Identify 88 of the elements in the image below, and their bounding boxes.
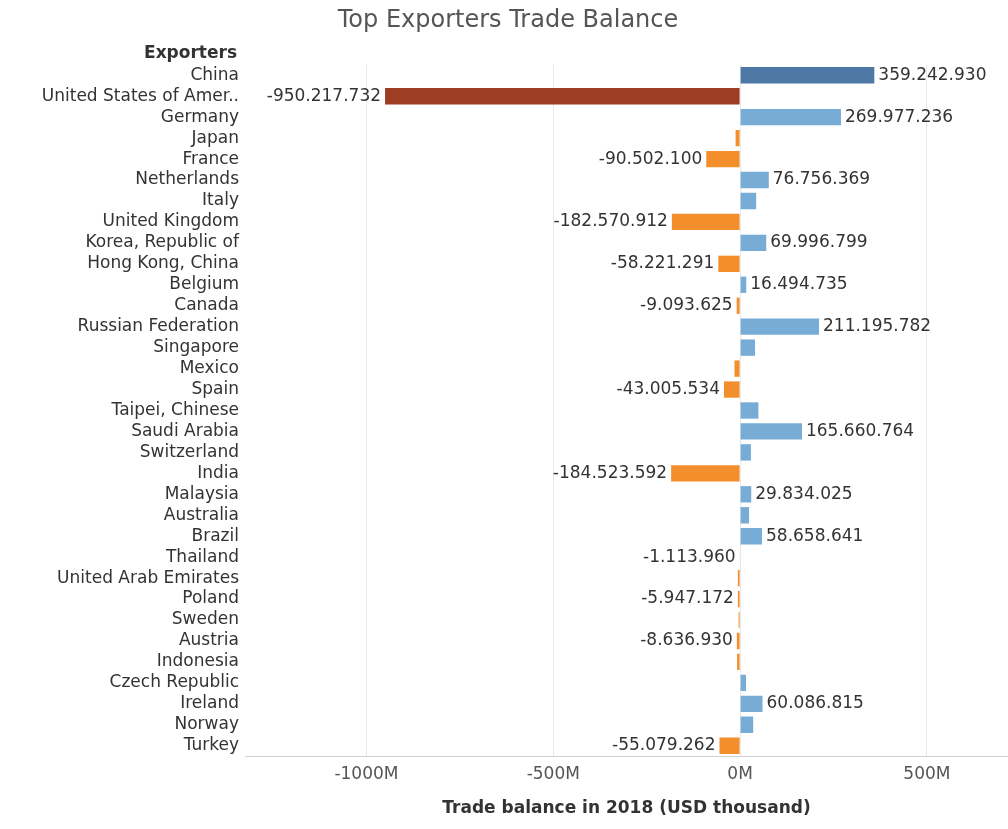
- bar: [735, 129, 740, 147]
- bar: [740, 109, 841, 126]
- y-tick-label: Brazil: [191, 524, 239, 545]
- y-tick-label: Japan: [190, 126, 239, 147]
- bar: [740, 507, 750, 524]
- data-label: -182.570.912: [553, 210, 668, 231]
- y-tick-label: Czech Republic: [109, 671, 239, 692]
- data-label: 165.660.764: [805, 419, 915, 440]
- y-tick-label: Hong Kong, China: [87, 252, 239, 273]
- y-tick-label: United Kingdom: [102, 210, 239, 231]
- data-label: -184.523.592: [552, 461, 668, 482]
- y-tick-label: Canada: [174, 294, 239, 315]
- y-tick-label: Korea, Republic of: [85, 231, 241, 252]
- data-label: 69.996.799: [770, 231, 868, 252]
- bar: [671, 213, 740, 231]
- data-label: -43.005.534: [616, 377, 721, 398]
- y-tick-label: Taipei, Chinese: [110, 398, 239, 419]
- bar: [737, 653, 740, 671]
- y-tick-label: Norway: [174, 713, 239, 734]
- y-tick-label: China: [190, 63, 239, 84]
- bar: [740, 67, 875, 84]
- y-tick-label: United Arab Emirates: [57, 566, 240, 587]
- bar: [671, 465, 740, 482]
- data-label: -5.947.172: [641, 587, 734, 608]
- y-tick-label: Saudi Arabia: [131, 419, 239, 440]
- bar: [740, 716, 754, 733]
- bar: [740, 528, 763, 545]
- bar: [736, 297, 740, 314]
- y-tick-label: Thailand: [164, 545, 239, 566]
- data-label: -55.079.262: [612, 734, 716, 755]
- bar: [740, 486, 752, 503]
- x-axis-title: Trade balance in 2018 (USD thousand): [442, 797, 811, 818]
- bar: [740, 444, 751, 461]
- y-tick-label: Belgium: [169, 273, 239, 294]
- y-tick-label: Mexico: [179, 357, 239, 378]
- x-tick-label: -500M: [526, 762, 580, 783]
- bar: [740, 339, 756, 356]
- x-tick-label: 0M: [727, 762, 753, 783]
- bar: [740, 318, 820, 335]
- bar: [740, 234, 767, 252]
- data-label: 60.086.815: [766, 692, 864, 713]
- data-label: 359.242.930: [878, 63, 987, 84]
- y-tick-label: Australia: [163, 503, 239, 524]
- y-tick-label: Indonesia: [156, 650, 239, 671]
- y-tick-label: Italy: [202, 189, 239, 210]
- y-tick-label: Germany: [160, 105, 239, 126]
- y-tick-label: Switzerland: [139, 440, 239, 461]
- data-label: 58.658.641: [766, 524, 864, 545]
- bar: [740, 423, 802, 440]
- y-axis-title: Exporters: [144, 42, 237, 63]
- y-tick-label: Russian Federation: [77, 315, 239, 336]
- data-label: -1.113.960: [643, 545, 736, 566]
- bar: [740, 171, 769, 189]
- data-label: -8.636.930: [640, 629, 733, 650]
- y-tick-label: Netherlands: [135, 168, 240, 189]
- data-label: -950.217.732: [266, 84, 382, 105]
- x-tick-label: 500M: [903, 762, 951, 783]
- chart-title: Top Exporters Trade Balance: [336, 4, 679, 33]
- y-tick-label: Singapore: [153, 336, 239, 357]
- y-tick-label: United States of Amer..: [41, 84, 239, 105]
- data-label: -58.221.291: [610, 252, 715, 273]
- data-label: 269.977.236: [844, 105, 954, 126]
- data-label: 16.494.735: [750, 273, 848, 294]
- y-tick-label: Poland: [182, 587, 239, 608]
- y-tick-label: Spain: [191, 377, 239, 398]
- bar: [724, 381, 740, 398]
- y-tick-label: Sweden: [171, 608, 239, 629]
- bar: [734, 360, 740, 377]
- data-label: -9.093.625: [640, 294, 733, 315]
- bar: [719, 737, 740, 754]
- data-label: 29.834.025: [755, 482, 853, 503]
- bar: [740, 192, 757, 210]
- data-label: 211.195.782: [823, 315, 932, 336]
- y-tick-label: India: [197, 461, 239, 482]
- bar: [706, 150, 740, 168]
- bar: [718, 255, 740, 273]
- data-label: 76.756.369: [772, 168, 871, 189]
- bar: [740, 695, 763, 712]
- bar: [736, 632, 740, 650]
- y-tick-label: Austria: [178, 629, 239, 650]
- y-tick-label: France: [182, 147, 239, 168]
- data-label: -90.502.100: [598, 147, 703, 168]
- y-tick-label: Malaysia: [164, 482, 239, 503]
- y-tick-label: Turkey: [182, 734, 239, 755]
- y-tick-label: Ireland: [180, 692, 239, 713]
- bar: [740, 402, 759, 419]
- x-tick-label: -1000M: [334, 762, 399, 783]
- bar: [385, 88, 740, 105]
